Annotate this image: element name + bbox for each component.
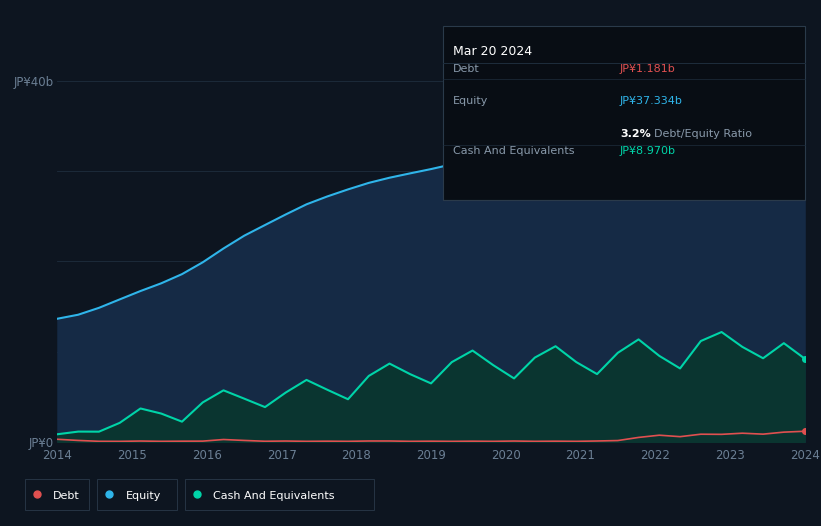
Text: JP¥1.181b: JP¥1.181b bbox=[620, 64, 676, 74]
Text: 3.2%: 3.2% bbox=[620, 129, 650, 139]
Text: Mar 20 2024: Mar 20 2024 bbox=[453, 45, 532, 58]
Text: JP¥8.970b: JP¥8.970b bbox=[620, 146, 676, 156]
Text: Debt/Equity Ratio: Debt/Equity Ratio bbox=[654, 129, 752, 139]
Text: Equity: Equity bbox=[453, 96, 488, 106]
Text: Debt: Debt bbox=[453, 64, 480, 74]
Text: JP¥37.334b: JP¥37.334b bbox=[620, 96, 683, 106]
Text: Cash And Equivalents: Cash And Equivalents bbox=[453, 146, 575, 156]
Text: Equity: Equity bbox=[126, 491, 161, 501]
Text: Cash And Equivalents: Cash And Equivalents bbox=[213, 491, 335, 501]
Text: Debt: Debt bbox=[53, 491, 80, 501]
